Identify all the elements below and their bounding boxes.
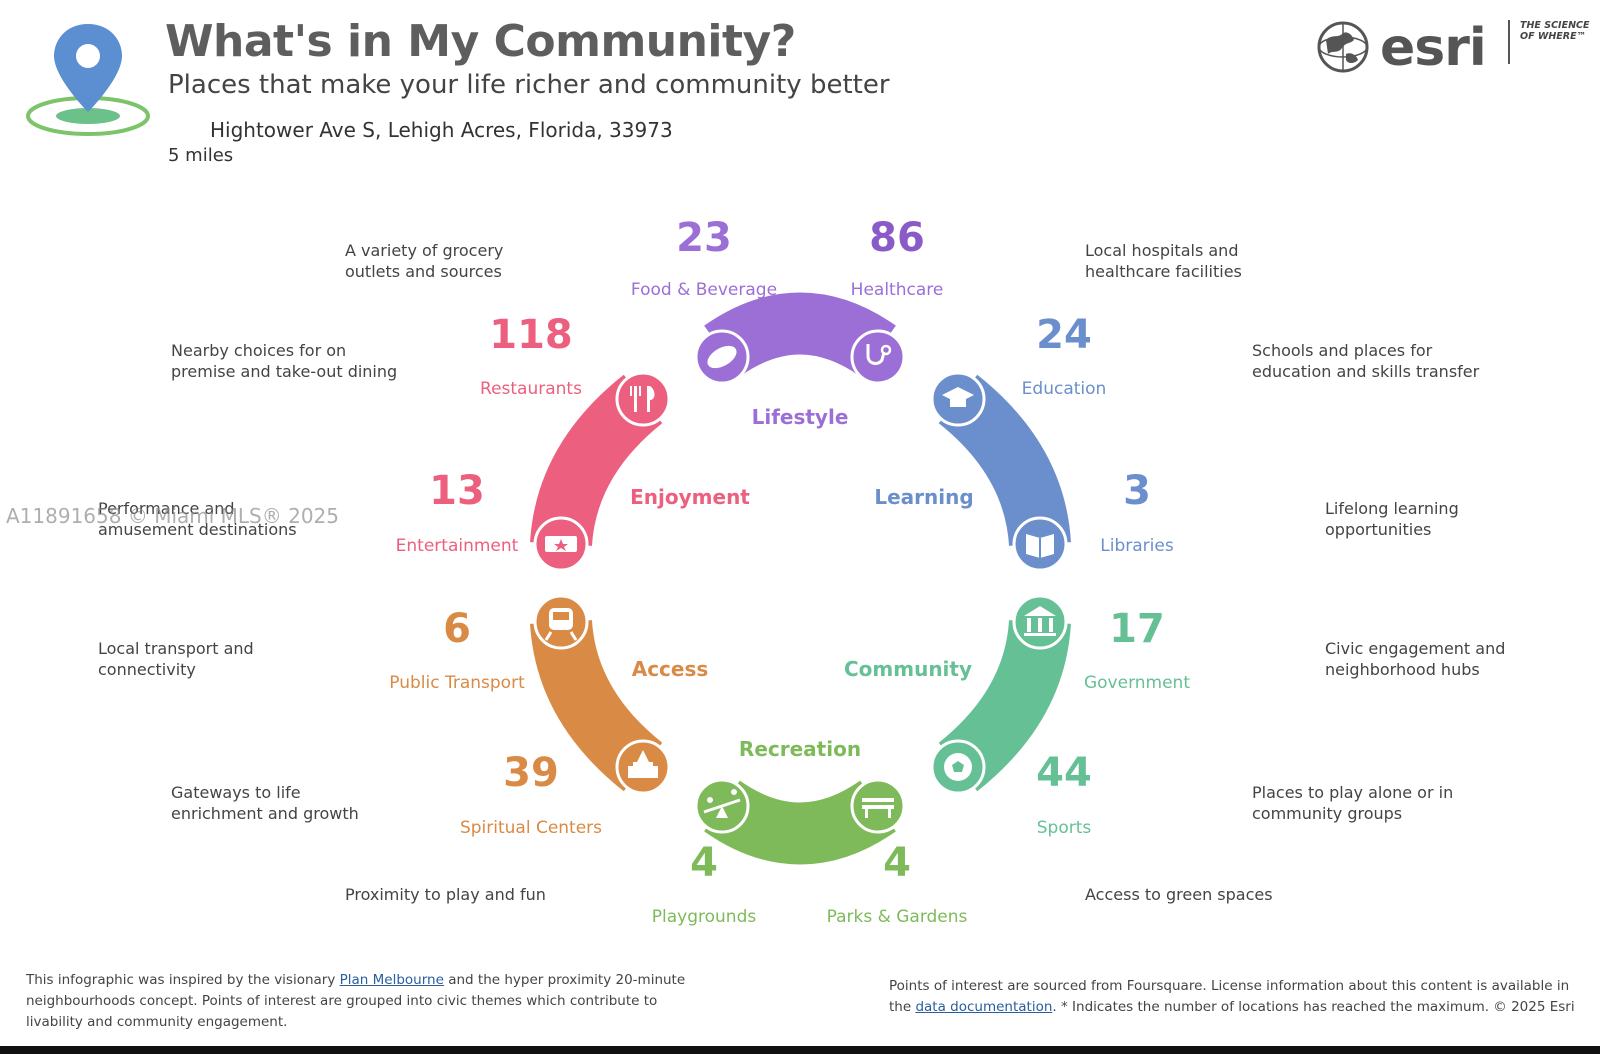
restaurants-label: Restaurants [480,379,582,399]
theme-lifestyle: Lifestyle [751,405,849,429]
book-icon [1012,516,1068,572]
spiritual-count: 39 [503,750,559,796]
spiritual-label: Spiritual Centers [459,818,603,838]
data-documentation-link[interactable]: data documentation [915,999,1053,1015]
ticket-icon [533,516,589,572]
restaurants-count: 118 [489,312,573,358]
theme-community: Community [843,657,973,681]
health-label: Healthcare [850,280,944,300]
sports-count: 44 [1036,750,1092,796]
theme-access: Access [631,657,709,681]
health-description: Local hospitals and healthcare facilitie… [1085,241,1242,281]
government-building-icon [1012,594,1068,650]
food-count: 23 [676,215,732,261]
location-pin-logo [26,24,150,136]
globe-icon [1317,21,1369,73]
libraries-description: Lifelong learning opportunities [1325,499,1459,539]
esri-wordmark: esri [1380,18,1487,78]
food-label: Food & Beverage [630,280,778,300]
page-subtitle: Places that make your life richer and co… [168,70,890,100]
cathedral-icon [615,739,671,795]
plan-melbourne-link[interactable]: Plan Melbourne [339,972,444,988]
health-count: 86 [869,215,925,261]
government-description: Civic engagement and neighborhood hubs [1325,639,1506,679]
sports-description: Places to play alone or in community gro… [1252,783,1454,823]
mls-watermark: A11891658 © Miami MLS® 2025 [6,504,340,528]
footer-right: Points of interest are sourced from Four… [889,978,1575,1015]
bread-icon [694,329,750,385]
playgrounds-count: 4 [690,840,718,886]
fork-knife-icon [615,371,671,427]
radius-text: 5 miles [168,145,234,166]
seesaw-icon [694,778,750,834]
parks-count: 4 [883,840,911,886]
entertainment-label: Entertainment [395,536,519,556]
education-description: Schools and places for education and ski… [1252,341,1480,381]
theme-learning: Learning [874,485,974,509]
stethoscope-icon [850,329,906,385]
theme-recreation: Recreation [738,737,862,761]
address-text: Hightower Ave S, Lehigh Acres, Florida, … [210,118,673,142]
playgrounds-description: Proximity to play and fun [345,885,546,904]
graduation-cap-icon [930,371,986,427]
libraries-count: 3 [1123,468,1151,514]
transport-label: Public Transport [389,673,525,693]
sports-label: Sports [1036,818,1092,838]
entertainment-count: 13 [429,468,485,514]
libraries-label: Libraries [1100,536,1174,556]
transport-count: 6 [443,606,471,652]
train-icon [533,594,589,650]
soccer-ball-icon [930,739,986,795]
education-count: 24 [1036,312,1092,358]
esri-tagline: THE SCIENCE OF WHERE™ [1520,20,1590,42]
government-count: 17 [1109,606,1165,652]
theme-enjoyment: Enjoyment [630,485,750,509]
footer-left: This infographic was inspired by the vis… [26,972,686,1030]
education-label: Education [1021,379,1107,399]
bottom-bar [0,1046,1600,1054]
playgrounds-label: Playgrounds [651,907,757,927]
food-description: A variety of grocery outlets and sources [345,241,504,281]
park-bench-icon [850,778,906,834]
page-title: What's in My Community? [165,16,796,67]
spiritual-description: Gateways to life enrichment and growth [171,783,359,823]
parks-label: Parks & Gardens [826,907,968,927]
restaurants-description: Nearby choices for on premise and take-o… [171,341,398,381]
parks-description: Access to green spaces [1085,885,1273,904]
government-label: Government [1083,673,1191,693]
entertainment-description: Performance and amusement destinations [98,499,297,539]
brand-divider [1508,20,1510,64]
transport-description: Local transport and connectivity [98,639,254,679]
